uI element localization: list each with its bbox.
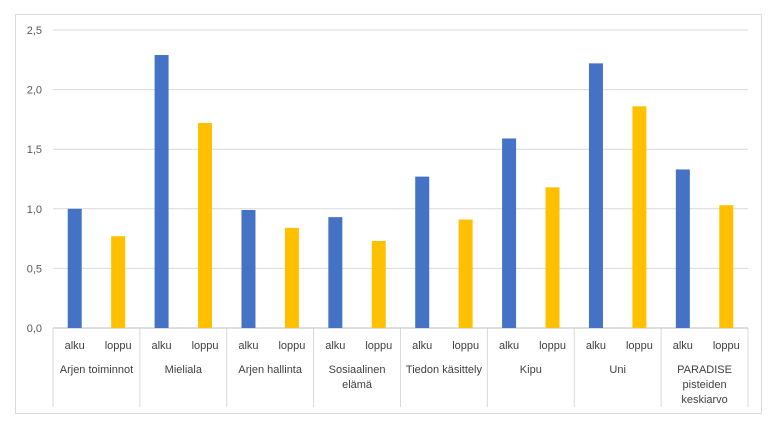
category-label: Arjen toiminnot <box>60 364 133 376</box>
sub-category-label: alku <box>325 340 345 352</box>
category-label: PARADISE <box>677 364 732 376</box>
sub-category-label: alku <box>238 340 258 352</box>
category-label: elämä <box>342 379 373 391</box>
y-tick-label: 1,0 <box>27 204 42 216</box>
bar-alku <box>415 176 430 328</box>
sub-category-label: loppu <box>539 340 566 352</box>
bar-loppu <box>198 122 213 328</box>
sub-category-label: loppu <box>713 340 740 352</box>
bar-loppu <box>719 205 734 328</box>
bar-alku <box>502 138 517 328</box>
category-label: Kipu <box>520 364 542 376</box>
category-label: Arjen hallinta <box>238 364 302 376</box>
bar-loppu <box>284 227 299 328</box>
bar-alku <box>241 209 256 328</box>
bar-alku <box>675 169 690 328</box>
sub-category-label: alku <box>412 340 432 352</box>
bar-loppu <box>371 240 386 328</box>
sub-category-label: loppu <box>278 340 305 352</box>
category-label: keskiarvo <box>681 394 727 406</box>
bar-loppu <box>111 236 126 328</box>
bar-alku <box>328 217 343 328</box>
sub-category-label: loppu <box>452 340 479 352</box>
sub-category-label: alku <box>65 340 85 352</box>
sub-category-label: alku <box>499 340 519 352</box>
sub-category-label: loppu <box>192 340 219 352</box>
bar-alku <box>67 208 82 328</box>
y-tick-label: 1,5 <box>27 144 42 156</box>
category-label: Sosiaalinen <box>329 364 386 376</box>
category-label: Mieliala <box>165 364 203 376</box>
bar-alku <box>154 55 169 328</box>
category-label: Tiedon käsittely <box>406 364 483 376</box>
sub-category-label: alku <box>152 340 172 352</box>
y-tick-label: 0,5 <box>27 263 42 275</box>
sub-category-label: alku <box>673 340 693 352</box>
bar-alku <box>588 63 603 328</box>
sub-category-label: loppu <box>105 340 132 352</box>
category-label: Uni <box>609 364 626 376</box>
bar-loppu <box>458 219 473 328</box>
y-tick-label: 2,0 <box>27 85 42 97</box>
y-tick-label: 0,0 <box>27 323 42 335</box>
sub-category-label: loppu <box>365 340 392 352</box>
sub-category-label: loppu <box>626 340 653 352</box>
bar-loppu <box>545 187 560 328</box>
category-label: pisteiden <box>683 379 727 391</box>
bar-loppu <box>632 106 647 329</box>
y-tick-label: 2,5 <box>27 25 42 37</box>
sub-category-label: alku <box>586 340 606 352</box>
